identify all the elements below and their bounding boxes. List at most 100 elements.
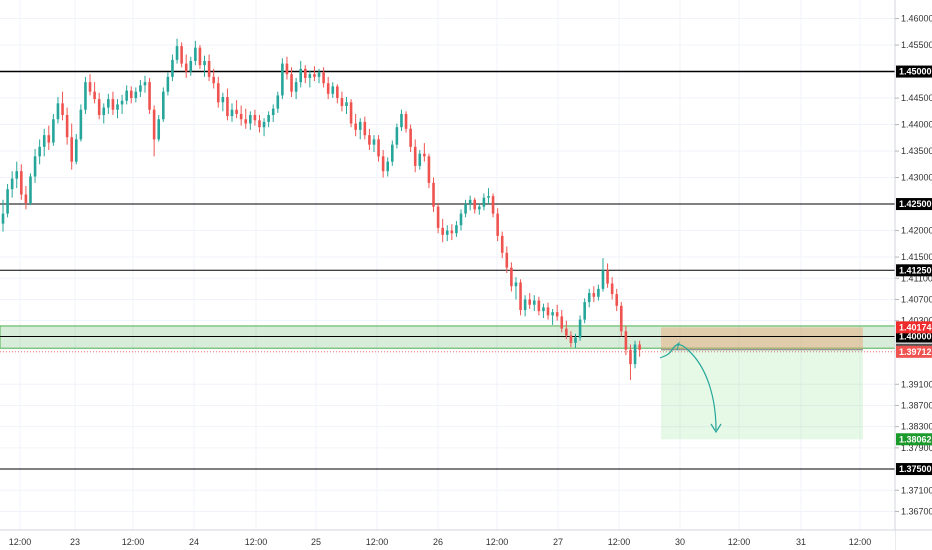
candle-up [514,277,518,300]
candle-body [413,146,417,166]
candle-body [139,85,142,92]
candle-down [93,82,96,104]
candle-down [184,54,188,78]
candle-down [322,67,325,88]
candle-body [418,153,422,166]
candle-body [473,199,477,210]
level-badge: 1.45000 [896,65,932,78]
candle-body [478,206,481,210]
stop-loss-zone[interactable] [661,327,863,350]
candle-body [203,60,206,66]
candle-body [303,68,307,78]
candle-down [592,286,596,303]
candle-down [336,84,339,104]
candle-down [473,197,477,214]
candle-up [15,161,19,189]
price-badge: 1.38062 [896,433,932,446]
candle-body [537,300,541,312]
level-badge-bg [896,330,932,343]
candle-up [276,91,280,113]
price-badge-bg [896,321,932,334]
arrow-head-icon [710,423,722,434]
candle-body [184,63,188,72]
candle-body [326,83,330,94]
candle-down [326,76,330,100]
candle-body [551,312,554,316]
candle-body [317,72,321,77]
candle-body [427,156,431,183]
level-badge-text: 1.40000 [899,332,932,342]
price-badge-text: 1.39712 [899,347,932,357]
candle-up [299,60,302,88]
candle-body [38,146,41,157]
candle-down [377,135,380,162]
candle-up [143,75,147,93]
candle-body [432,182,435,207]
candle-up [162,87,165,122]
candle-body [180,46,183,64]
price-badge: 1.39712 [896,345,932,358]
candle-body [47,135,51,143]
candle-body [166,76,170,92]
candle-down [290,67,293,97]
take-profit-zone[interactable] [661,349,863,440]
time-axis[interactable]: 12:00 23 12:00 24 12:00 25 12:00 26 12:00 27 12:00… [0,529,932,550]
candle-body [391,144,394,162]
candle-body [152,109,156,140]
candle-body [436,206,440,228]
level-badge-bg [896,264,932,277]
candle-down [606,263,609,288]
candle-body [423,153,426,157]
level-badge-text: 1.45000 [899,67,932,77]
candle-down [258,115,261,133]
candle-up [400,109,403,131]
price-tick-label: 1.37100 [901,485,932,495]
candle-up [487,188,490,205]
candle-body [578,319,582,338]
projection-path [659,344,717,431]
candle-body [308,74,312,78]
candle-up [482,193,486,211]
candle-up [281,58,284,100]
candle-body [560,316,564,329]
candle-up [542,303,545,318]
candle-up [464,199,467,218]
candle-body [239,113,243,120]
candle-down [216,76,220,108]
candle-up [230,103,234,122]
candle-down [61,91,64,121]
candle-body [221,96,225,103]
price-tick-label: 1.37900 [901,443,932,453]
candle-body [400,113,403,128]
price-tick-label: 1.41500 [901,252,932,262]
candle-down [510,262,513,292]
horizontal-lines[interactable] [0,70,895,470]
candle-body [299,68,302,83]
candle-body [281,63,284,96]
candle-down [244,108,248,129]
candle-body [532,300,536,305]
time-tick-label: 12:00 [486,537,509,547]
candle-down [20,164,23,200]
candle-body [6,189,9,214]
candle-body [157,119,161,140]
candle-up [455,221,458,237]
candle-body [519,282,522,311]
candle-down [368,128,371,150]
candle-up [294,77,298,100]
price-badge-text: 1.38062 [899,434,932,444]
candle-down [253,109,257,126]
candle-body [381,156,385,172]
candle-body [404,113,408,129]
candle-down [129,86,133,104]
level-badge-bg [896,198,932,211]
candle-up [102,103,106,124]
price-tick-label: 1.39100 [901,379,932,389]
projection-arrow [659,341,722,434]
position-tool[interactable] [661,327,863,440]
time-tick-label: 31 [796,537,806,547]
candle-body [505,252,509,268]
candle-up [583,298,586,324]
price-tick-label: 1.41100 [901,273,932,283]
